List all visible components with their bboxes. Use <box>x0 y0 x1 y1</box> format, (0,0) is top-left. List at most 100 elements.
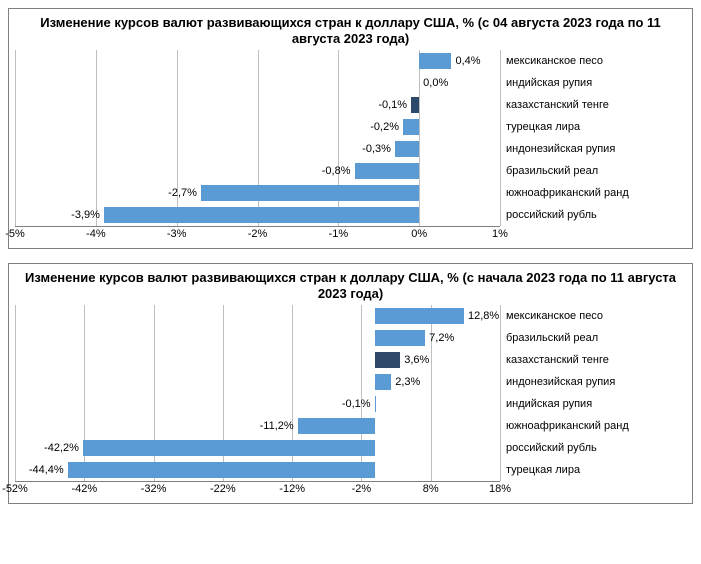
bar-row: -0,3% индонезийская рупия <box>15 138 686 160</box>
bar-value-label: -44,4% <box>29 459 64 481</box>
x-axis-ticks: -5%-4%-3%-2%-1%0%1% <box>15 228 500 244</box>
x-axis-line <box>15 481 500 482</box>
bar-track: -3,9%российский рубль <box>15 204 500 226</box>
bar-row: -0,2% турецкая лира <box>15 116 686 138</box>
bar-track: -0,3%индонезийская рупия <box>15 138 500 160</box>
chart-panel: Изменение курсов валют развивающихся стр… <box>8 263 693 504</box>
bar-row: -0,1%казахстанский тенге <box>15 94 686 116</box>
bar-category-label: российский рубль <box>506 204 676 226</box>
x-axis-line <box>15 226 500 227</box>
bar-track: -44,4%турецкая лира <box>15 459 500 481</box>
bar-track: -0,2%турецкая лира <box>15 116 500 138</box>
bar-row: 0,4%мексиканское песо <box>15 50 686 72</box>
x-axis-tick-label: -22% <box>210 483 236 495</box>
bar-track: -11,2%южноафриканский ранд <box>15 415 500 437</box>
x-axis-tick-label: 1% <box>492 228 508 240</box>
bar-category-label: бразильский реал <box>506 327 676 349</box>
bar-rect <box>68 462 376 478</box>
bar-value-label: 3,6% <box>404 349 429 371</box>
x-axis-tick-label: -42% <box>71 483 97 495</box>
bar-value-label: -0,1% <box>342 393 371 415</box>
bar-rect <box>201 185 419 201</box>
chart-panel: Изменение курсов валют развивающихся стр… <box>8 8 693 249</box>
bar-row: -42,2% российский рубль <box>15 437 686 459</box>
x-axis-tick-label: -2% <box>352 483 372 495</box>
x-axis-tick-label: -12% <box>279 483 305 495</box>
bar-rect <box>395 141 419 157</box>
bar-row: 2,3% индонезийская рупия <box>15 371 686 393</box>
bar-category-label: южноафриканский ранд <box>506 182 676 204</box>
bar-value-label: -3,9% <box>71 204 100 226</box>
bar-track: -0,1%индийская рупия <box>15 393 500 415</box>
bar-rect <box>104 207 419 223</box>
bar-value-label: -0,3% <box>362 138 391 160</box>
bars-wrap: 12,8%мексиканское песо7,2%бразильский ре… <box>15 305 686 481</box>
bar-category-label: индийская рупия <box>506 72 676 94</box>
bar-category-label: индийская рупия <box>506 393 676 415</box>
bar-value-label: 2,3% <box>395 371 420 393</box>
bar-rect <box>298 418 376 434</box>
bar-category-label: турецкая лира <box>506 459 676 481</box>
bar-value-label: -0,1% <box>378 94 407 116</box>
bar-category-label: бразильский реал <box>506 160 676 182</box>
bar-track: -42,2%российский рубль <box>15 437 500 459</box>
x-axis-tick-label: -2% <box>248 228 268 240</box>
bar-category-label: мексиканское песо <box>506 305 676 327</box>
bar-row: -0,8% бразильский реал <box>15 160 686 182</box>
bar-value-label: 7,2% <box>429 327 454 349</box>
bar-value-label: -0,2% <box>370 116 399 138</box>
bar-row: 3,6% казахстанский тенге <box>15 349 686 371</box>
bar-value-label: 0,0% <box>423 72 448 94</box>
bar-category-label: индонезийская рупия <box>506 138 676 160</box>
charts-root: Изменение курсов валют развивающихся стр… <box>8 8 693 504</box>
bars-wrap: 0,4%мексиканское песо0,0% индийская рупия… <box>15 50 686 226</box>
bar-track: 0,0%индийская рупия <box>15 72 500 94</box>
plot-area: 0,4%мексиканское песо0,0% индийская рупия… <box>15 50 686 244</box>
x-axis-tick-label: 8% <box>423 483 439 495</box>
chart-title: Изменение курсов валют развивающихся стр… <box>15 270 686 301</box>
plot-area: 12,8%мексиканское песо7,2%бразильский ре… <box>15 305 686 499</box>
bar-rect <box>403 119 419 135</box>
bar-track: 0,4%мексиканское песо <box>15 50 500 72</box>
x-axis-tick-label: -32% <box>141 483 167 495</box>
bar-track: 2,3%индонезийская рупия <box>15 371 500 393</box>
bar-track: 3,6%казахстанский тенге <box>15 349 500 371</box>
bar-row: 0,0% индийская рупия <box>15 72 686 94</box>
bar-category-label: казахстанский тенге <box>506 349 676 371</box>
x-axis-tick-label: 0% <box>411 228 427 240</box>
x-axis-tick-label: 18% <box>489 483 511 495</box>
bar-value-label: 0,4% <box>456 50 481 72</box>
bar-category-label: турецкая лира <box>506 116 676 138</box>
bar-rect <box>375 308 464 324</box>
bar-category-label: индонезийская рупия <box>506 371 676 393</box>
bar-track: -0,1%казахстанский тенге <box>15 94 500 116</box>
bar-row: 12,8% мексиканское песо <box>15 305 686 327</box>
bar-value-label: -2,7% <box>168 182 197 204</box>
bar-row: -0,1% индийская рупия <box>15 393 686 415</box>
bar-rect <box>375 352 400 368</box>
bar-rect <box>419 53 451 69</box>
x-axis-tick-label: -4% <box>86 228 106 240</box>
bar-value-label: -0,8% <box>322 160 351 182</box>
bar-row: -11,2%южноафриканский ранд <box>15 415 686 437</box>
bar-row: -3,9% российский рубль <box>15 204 686 226</box>
bar-rect <box>355 163 420 179</box>
bar-row: 7,2% бразильский реал <box>15 327 686 349</box>
bar-rect <box>375 374 391 390</box>
bar-rect <box>83 440 375 456</box>
bar-rect <box>411 97 419 113</box>
x-axis-tick-label: -5% <box>5 228 25 240</box>
x-axis-tick-label: -1% <box>329 228 349 240</box>
bar-track: 12,8%мексиканское песо <box>15 305 500 327</box>
bar-track: -2,7%южноафриканский ранд <box>15 182 500 204</box>
x-axis-ticks: -52%-42%-32%-22%-12%-2%8%18% <box>15 483 500 499</box>
bar-value-label: -11,2% <box>260 415 294 437</box>
bar-rect <box>375 396 376 412</box>
bar-track: -0,8%бразильский реал <box>15 160 500 182</box>
bar-category-label: российский рубль <box>506 437 676 459</box>
bar-value-label: -42,2% <box>44 437 79 459</box>
x-axis-tick-label: -3% <box>167 228 187 240</box>
x-axis-tick-label: -52% <box>2 483 28 495</box>
bar-value-label: 12,8% <box>468 305 499 327</box>
bar-row: -2,7% южноафриканский ранд <box>15 182 686 204</box>
